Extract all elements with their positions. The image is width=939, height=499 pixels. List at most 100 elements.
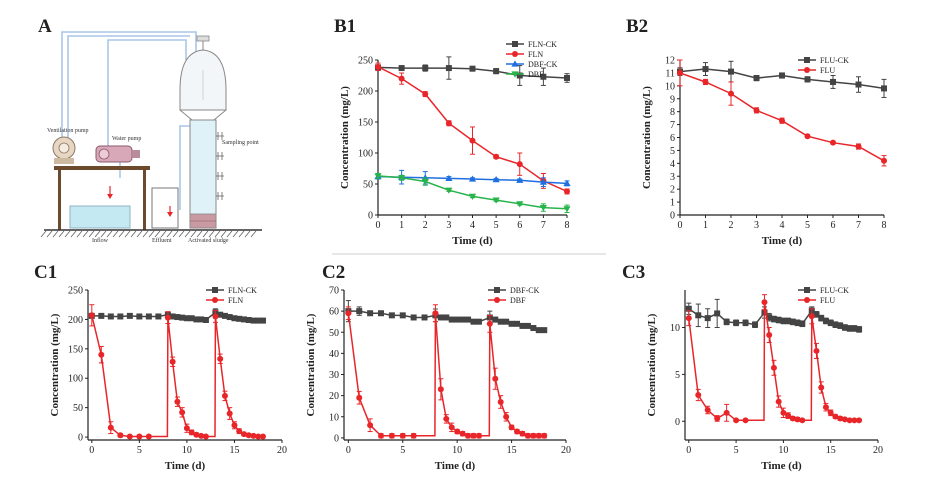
data-point <box>126 312 133 319</box>
data-point <box>540 73 547 80</box>
data-point <box>742 417 749 424</box>
data-point <box>856 417 863 424</box>
data-point <box>468 175 477 182</box>
data-point <box>259 433 266 440</box>
legend-marker <box>804 297 810 303</box>
data-point <box>818 315 825 322</box>
data-point <box>808 313 815 320</box>
data-point <box>367 310 374 317</box>
data-point <box>855 143 862 150</box>
y-tick-label: 10 <box>665 81 675 92</box>
x-tick-label: 20 <box>561 445 571 456</box>
data-point <box>563 206 571 213</box>
data-point <box>226 410 233 417</box>
x-tick-label: 5 <box>400 445 405 456</box>
data-point <box>221 392 228 399</box>
legend-label: FLN <box>228 296 243 305</box>
data-point <box>231 315 238 322</box>
data-point <box>775 317 782 323</box>
x-tick-label: 3 <box>754 220 759 231</box>
data-point <box>492 316 499 323</box>
x-tick-label: 1 <box>703 220 708 231</box>
x-tick-label: 5 <box>494 220 499 231</box>
data-point <box>374 173 382 180</box>
data-point <box>459 430 466 437</box>
data-point <box>174 398 181 405</box>
data-point <box>145 433 152 440</box>
panel-c1-label: C1 <box>34 262 57 283</box>
c3-axes: 0 5 10 15 20 0 5 10 Time (d) Concentration (mg/L) <box>646 290 883 472</box>
data-point <box>516 176 524 183</box>
data-point <box>827 409 834 416</box>
data-point <box>378 432 384 439</box>
x-tick-label: 8 <box>882 220 887 231</box>
series-flu-ck <box>685 298 863 333</box>
data-point <box>236 428 243 435</box>
data-point <box>508 320 515 327</box>
data-point <box>827 319 834 326</box>
table-icon <box>54 166 150 230</box>
data-point <box>855 81 862 88</box>
series-fln-ck <box>88 308 266 324</box>
legend-label: FLN <box>528 50 543 59</box>
legend-marker <box>804 57 810 63</box>
data-point <box>443 314 450 321</box>
y-tick-label: 0 <box>675 417 680 428</box>
x-tick-label: 7 <box>541 220 546 231</box>
data-point <box>685 305 692 312</box>
data-point <box>188 315 195 322</box>
y-tick-label: 150 <box>68 344 83 355</box>
data-point <box>454 428 461 435</box>
data-point <box>704 407 711 413</box>
data-point <box>492 375 499 382</box>
panel-a-label: A <box>38 16 52 37</box>
data-point <box>375 63 381 70</box>
inflow-tank-icon <box>69 186 131 229</box>
series-flu-ck <box>677 60 887 98</box>
x-tick-label: 5 <box>137 445 142 456</box>
panel-c2-chart: C2 0 5 10 15 20 0 10 20 30 40 50 60 70 Time (d) Concen… <box>305 262 571 472</box>
data-point <box>136 313 143 320</box>
series-dbf-ck <box>374 169 571 187</box>
data-point <box>837 322 844 329</box>
data-point <box>459 316 466 323</box>
data-point <box>188 429 195 436</box>
data-point <box>770 316 777 323</box>
data-point <box>399 432 406 439</box>
x-tick-label: 10 <box>182 445 192 456</box>
legend-item-fln: FLN <box>206 296 243 305</box>
y-tick-label: 50 <box>73 403 83 414</box>
data-point <box>422 91 429 98</box>
x-tick-label: 4 <box>780 220 785 231</box>
legend-label: FLU <box>820 296 835 305</box>
data-point <box>169 313 176 320</box>
data-point <box>198 432 205 439</box>
data-point <box>516 161 523 168</box>
data-point <box>822 404 829 411</box>
data-point <box>841 416 848 423</box>
data-point <box>421 178 429 186</box>
x-axis-title: Time (d) <box>452 235 493 247</box>
x-tick-label: 15 <box>229 445 239 456</box>
data-point <box>785 412 792 419</box>
y-axis-title: Concentration (mg/L) <box>646 313 658 416</box>
data-point <box>497 318 504 325</box>
data-point <box>780 317 787 324</box>
data-point <box>448 424 455 431</box>
data-point <box>497 398 504 405</box>
data-point <box>881 157 887 164</box>
data-point <box>723 318 730 325</box>
y-tick-label: 20 <box>329 391 339 402</box>
legend-label: DBF-CK <box>510 286 540 295</box>
legend-item-dbf: DBF <box>506 70 544 79</box>
y-tick-label: 12 <box>665 56 675 67</box>
data-point <box>469 137 476 144</box>
data-point <box>155 313 162 320</box>
water-pump-label: Water pump <box>112 136 141 142</box>
data-point <box>846 325 853 332</box>
y-tick-label: 60 <box>329 307 339 318</box>
inflow-label: Inflow <box>92 237 109 244</box>
x-axis-title: Time (d) <box>761 460 802 472</box>
y-tick-label: 10 <box>329 412 339 423</box>
data-point <box>830 139 836 146</box>
